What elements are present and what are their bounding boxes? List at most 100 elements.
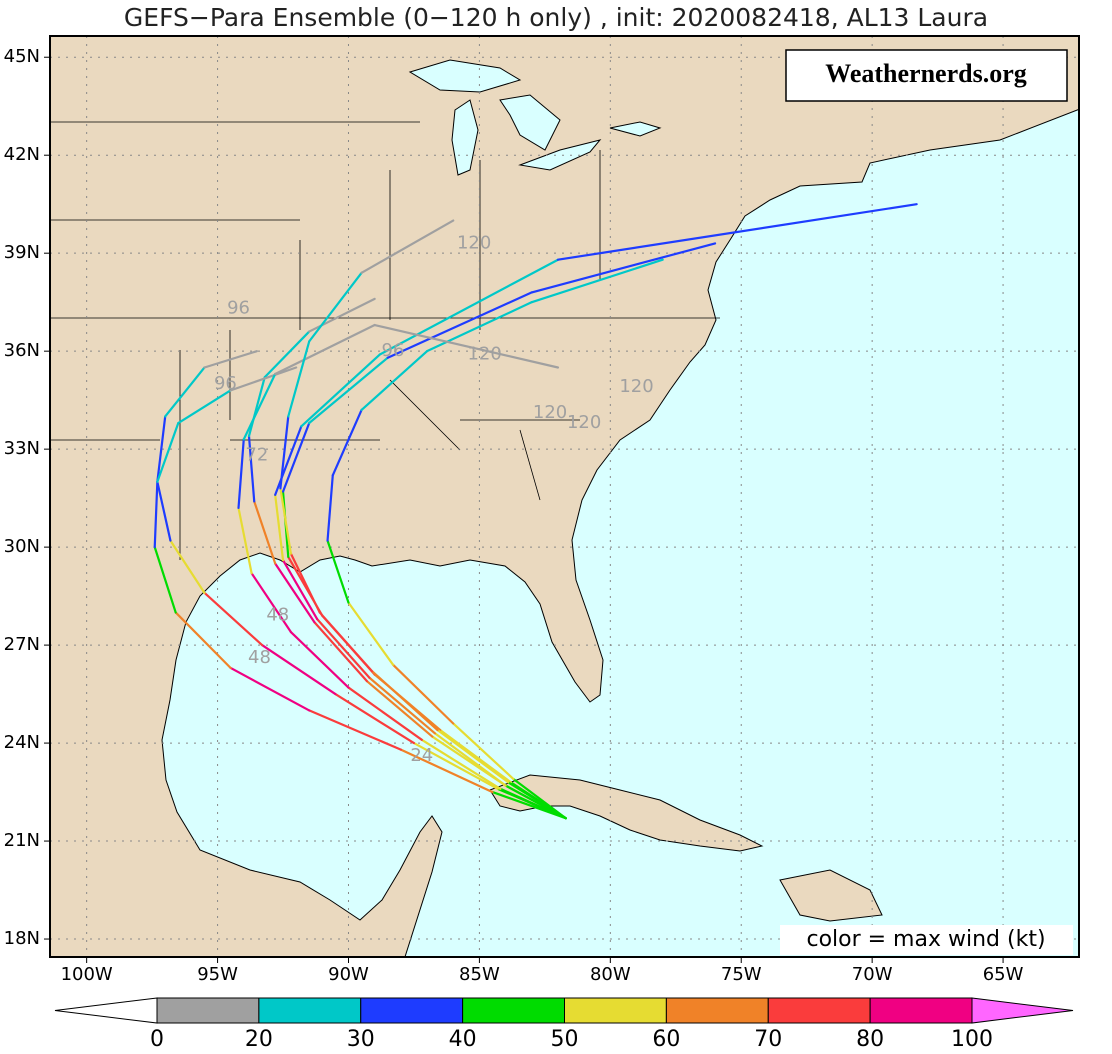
land: [50, 36, 1079, 957]
track-segment: [279, 487, 292, 555]
track-segment: [347, 686, 423, 741]
lake-michigan: [451, 99, 479, 176]
track-segment: [308, 356, 389, 425]
track-segment: [274, 323, 376, 376]
track-segment: [331, 408, 363, 477]
colorbar-bin: [665, 997, 769, 1024]
track-segment: [203, 350, 258, 369]
track-segment: [156, 480, 172, 542]
hispaniola: [779, 869, 883, 922]
colorbar: 0 20 30 40 50 60 70 80 100: [54, 997, 1074, 1052]
lat-label: 27N: [4, 634, 40, 655]
track-segment: [281, 421, 311, 493]
borders: [50, 121, 720, 560]
track-segment: [281, 559, 319, 621]
lat-label: 45N: [4, 46, 40, 67]
track-segment: [530, 242, 717, 294]
colorbar-label: 30: [347, 1027, 375, 1052]
frame: [49, 35, 1080, 958]
track-segment: [289, 552, 321, 614]
track-segment: [315, 617, 371, 679]
lon-label: 70W: [852, 964, 893, 985]
track-segment: [360, 219, 455, 274]
track-segment: [289, 630, 350, 689]
lon-label: 85W: [459, 964, 500, 985]
track-segment: [370, 670, 439, 732]
track-segment: [556, 203, 918, 261]
legend-note-box: [780, 925, 1073, 955]
track-segment: [229, 366, 298, 392]
colorbar-label: 70: [754, 1027, 782, 1052]
tracks: [153, 203, 918, 820]
hour-label: 48: [248, 647, 271, 668]
colorbar-label: 40: [449, 1027, 477, 1052]
hour-label: 96: [227, 298, 250, 319]
track-segment: [318, 611, 374, 673]
track-segment: [452, 722, 515, 781]
track-segment: [237, 506, 253, 575]
track-segment: [287, 340, 311, 418]
colorbar-bin: [869, 997, 973, 1024]
track-segment: [164, 366, 206, 418]
track-segment: [247, 376, 266, 438]
lake-superior: [408, 59, 522, 93]
lon-label: 75W: [721, 964, 762, 985]
axes: 18N 21N 24N 27N 30N 33N 36N 39N 42N 45N 100W 95W 90W…: [4, 46, 1024, 985]
lat-label: 21N: [4, 830, 40, 851]
lon-label: 65W: [983, 964, 1024, 985]
hour-label: 120: [533, 402, 567, 423]
lake-ontario: [609, 121, 662, 137]
lat-label: 33N: [4, 438, 40, 459]
hour-label: 96: [214, 373, 237, 394]
track-segment: [360, 350, 429, 412]
colorbar-bin: [156, 997, 260, 1024]
colorbar-label: 50: [551, 1027, 579, 1052]
colorbar-label: 0: [150, 1027, 164, 1052]
track-segment: [386, 291, 533, 359]
track-segment: [237, 438, 245, 510]
hour-label: 48: [266, 605, 289, 626]
track-segment: [308, 709, 402, 751]
track-segment: [229, 666, 311, 712]
colorbar-label: 100: [951, 1027, 993, 1052]
track-segment: [373, 323, 560, 369]
track-segment: [156, 421, 180, 483]
track-segment: [300, 353, 382, 428]
lat-label: 42N: [4, 144, 40, 165]
lat-label: 18N: [4, 928, 40, 949]
lake-erie: [518, 139, 602, 171]
watermark-box: [785, 49, 1068, 102]
colorbar-under: [54, 997, 158, 1024]
track-segment: [433, 732, 507, 787]
colorbar-bin: [564, 997, 667, 1024]
hour-label: 24: [410, 745, 433, 766]
hour-label: 96: [382, 340, 405, 361]
track-segment: [250, 572, 292, 634]
colorbar-bin: [462, 997, 565, 1024]
track-segment: [153, 546, 177, 614]
track-segment: [399, 748, 494, 794]
track-segment: [274, 425, 303, 496]
title: GEFS−Para Ensemble (0−120 h only) , init…: [124, 3, 988, 32]
legend-note: color = max wind (kt): [806, 927, 1045, 952]
lat-label: 39N: [4, 242, 40, 263]
track-segment: [253, 500, 277, 565]
lat-label: 36N: [4, 340, 40, 361]
track-segment: [169, 539, 206, 594]
lon-label: 90W: [328, 964, 369, 985]
lon-label: 100W: [61, 964, 113, 985]
track-segment: [308, 271, 363, 343]
lat-label: 24N: [4, 732, 40, 753]
hour-label: 120: [619, 376, 653, 397]
track-segment: [439, 728, 512, 784]
track-segment: [334, 692, 416, 745]
hour-label: 72: [245, 445, 268, 466]
lake-huron: [499, 94, 561, 151]
track-segment: [368, 676, 436, 735]
track-segment: [436, 728, 510, 784]
track-segment: [420, 738, 502, 790]
track-segment: [177, 389, 232, 425]
